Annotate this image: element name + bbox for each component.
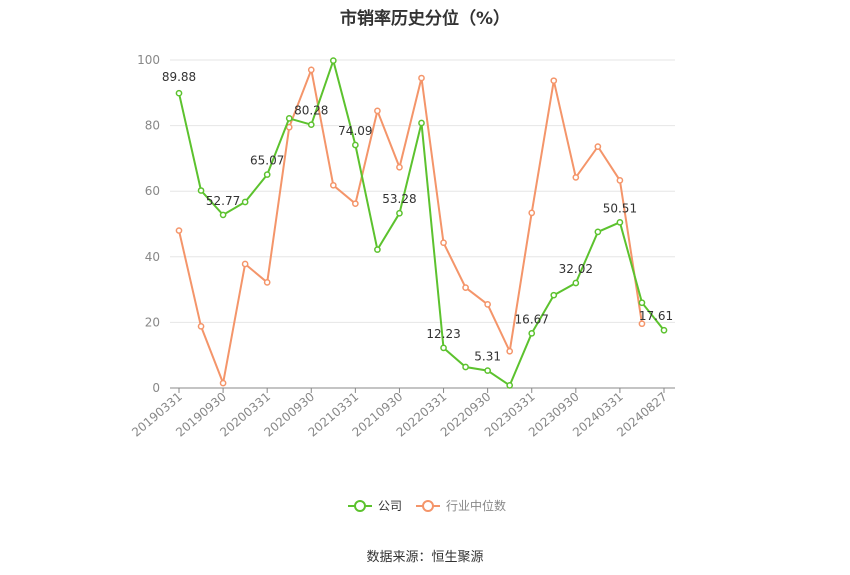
data-point: [550, 77, 558, 85]
data-point: [484, 301, 491, 308]
data-point: [197, 322, 205, 330]
data-point: [572, 279, 580, 287]
data-point: [660, 326, 668, 334]
data-labels: 89.88 52.77 65.07 80.28 74.09 53.28 12.23 5.31 1…: [162, 70, 673, 363]
data-point: [241, 198, 249, 206]
data-point: [616, 218, 624, 226]
data-point: [506, 347, 514, 355]
data-point: [440, 239, 447, 247]
data-label: 50.51: [603, 201, 637, 215]
data-point: [175, 227, 183, 234]
data-point: [418, 119, 425, 127]
data-point: [594, 143, 602, 150]
data-label: 5.31: [474, 350, 501, 364]
legend-marker: [422, 500, 434, 512]
data-label: 17.61: [639, 309, 673, 323]
data-point: [528, 209, 536, 217]
data-point: [352, 200, 359, 208]
legend[interactable]: 公司 行业中位数: [348, 498, 506, 513]
legend-item[interactable]: 行业中位数: [416, 498, 506, 513]
data-point: [219, 379, 227, 387]
data-point: [462, 284, 469, 291]
data-point: [307, 66, 315, 74]
data-point: [219, 211, 227, 219]
data-label: 52.77: [206, 194, 240, 208]
data-point: [418, 74, 425, 82]
data-label: 65.07: [250, 154, 284, 168]
data-point: [263, 171, 271, 178]
data-point: [550, 291, 558, 299]
data-point: [329, 57, 337, 65]
data-label: 80.28: [294, 104, 328, 118]
data-point: [484, 367, 491, 374]
data-label: 53.28: [382, 192, 416, 206]
legend-item[interactable]: 公司: [348, 499, 402, 513]
data-point: [175, 89, 183, 97]
axes: 0204060801002019033120190930202003312020…: [129, 53, 675, 440]
series-line: [178, 57, 665, 387]
series-lines: [175, 57, 668, 389]
source-note: 数据来源：恒生聚源: [366, 550, 484, 565]
y-tick-label: 60: [145, 184, 160, 198]
data-point: [329, 181, 337, 189]
y-tick-label: 80: [145, 119, 160, 133]
data-point: [616, 177, 624, 184]
chart-title: 市销率历史分位（%）: [339, 9, 511, 29]
data-point: [352, 141, 359, 149]
grid-lines: [170, 59, 675, 389]
data-point: [374, 246, 381, 253]
data-point: [528, 329, 536, 337]
data-point: [285, 115, 293, 122]
y-tick-label: 100: [137, 53, 160, 67]
legend-marker: [354, 500, 366, 512]
series-line: [178, 66, 643, 387]
data-point: [638, 299, 646, 307]
data-point: [396, 209, 403, 217]
data-point: [263, 279, 271, 286]
data-label: 16.67: [515, 312, 549, 326]
data-point: [241, 260, 249, 268]
data-point: [396, 163, 403, 171]
legend-label: 行业中位数: [446, 498, 506, 513]
legend-label: 公司: [378, 499, 402, 513]
data-point: [374, 107, 381, 115]
data-point: [197, 187, 205, 194]
data-point: [440, 344, 447, 352]
y-tick-label: 20: [145, 315, 160, 329]
data-point: [506, 382, 514, 389]
y-tick-label: 0: [152, 381, 160, 395]
data-point: [462, 363, 469, 371]
data-label: 32.02: [559, 262, 593, 276]
data-point: [638, 320, 646, 328]
data-point: [572, 174, 580, 181]
data-label: 74.09: [338, 124, 372, 138]
y-tick-label: 40: [145, 250, 160, 264]
data-label: 89.88: [162, 70, 196, 84]
data-point: [307, 121, 315, 129]
data-point: [594, 228, 602, 236]
data-label: 12.23: [426, 327, 460, 341]
